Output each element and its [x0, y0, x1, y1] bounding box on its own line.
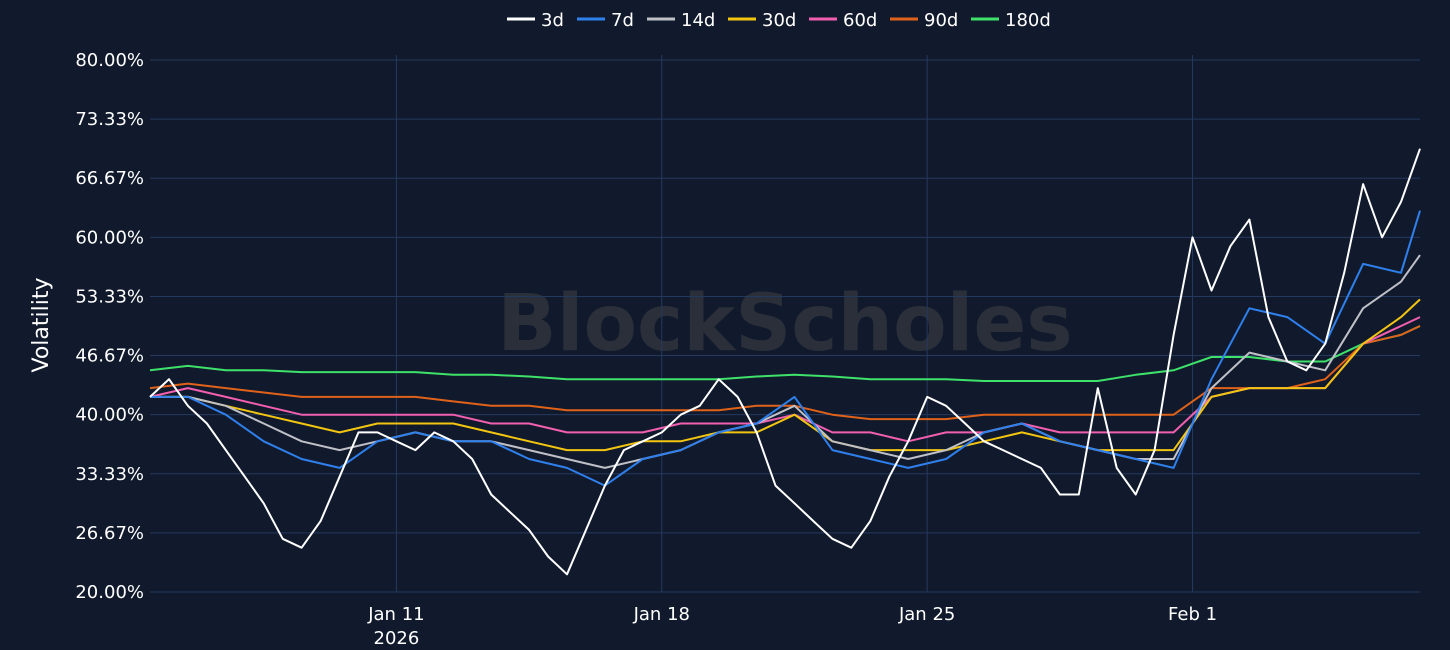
y-tick-label: 46.67% [75, 346, 144, 367]
y-tick-label: 33.33% [75, 464, 144, 485]
y-tick-label: 66.67% [75, 168, 144, 189]
y-tick-label: 40.00% [75, 405, 144, 426]
legend: 3d 7d 14d 30d 60d 90d 180d [507, 10, 1051, 31]
grid-lines [150, 55, 1420, 593]
legend-label-3d: 3d [541, 10, 564, 31]
legend-label-180d: 180d [1005, 10, 1051, 31]
x-tick-label: Jan 11 [367, 604, 424, 625]
legend-label-7d: 7d [611, 10, 634, 31]
y-tick-label: 53.33% [75, 286, 144, 307]
x-tick-label: Feb 1 [1168, 604, 1217, 625]
y-axis-title: Volatility [29, 277, 54, 372]
y-axis-ticks: 20.00% 26.67% 33.33% 40.00% 46.67% 53.33% 60.0… [75, 50, 144, 603]
x-axis-ticks: Jan 11 2026 Jan 18 Jan 25 Feb 1 [367, 604, 1217, 649]
y-tick-label: 73.33% [75, 109, 144, 130]
legend-label-30d: 30d [762, 10, 796, 31]
watermark: BlockScholes [497, 279, 1072, 369]
legend-label-14d: 14d [681, 10, 715, 31]
x-tick-label: Jan 25 [898, 604, 955, 625]
series-lines [149, 148, 1421, 576]
series-line-3d [149, 148, 1421, 576]
x-tick-label: Jan 18 [633, 604, 690, 625]
legend-label-90d: 90d [924, 10, 958, 31]
y-tick-label: 60.00% [75, 227, 144, 248]
y-tick-label: 26.67% [75, 523, 144, 544]
y-tick-label: 80.00% [75, 50, 144, 71]
x-tick-sublabel: 2026 [374, 628, 420, 649]
series-line-14d [150, 254, 1421, 469]
legend-label-60d: 60d [843, 10, 877, 31]
y-tick-label: 20.00% [75, 582, 144, 603]
series-line-7d [150, 210, 1421, 487]
series-line-30d [150, 298, 1421, 452]
